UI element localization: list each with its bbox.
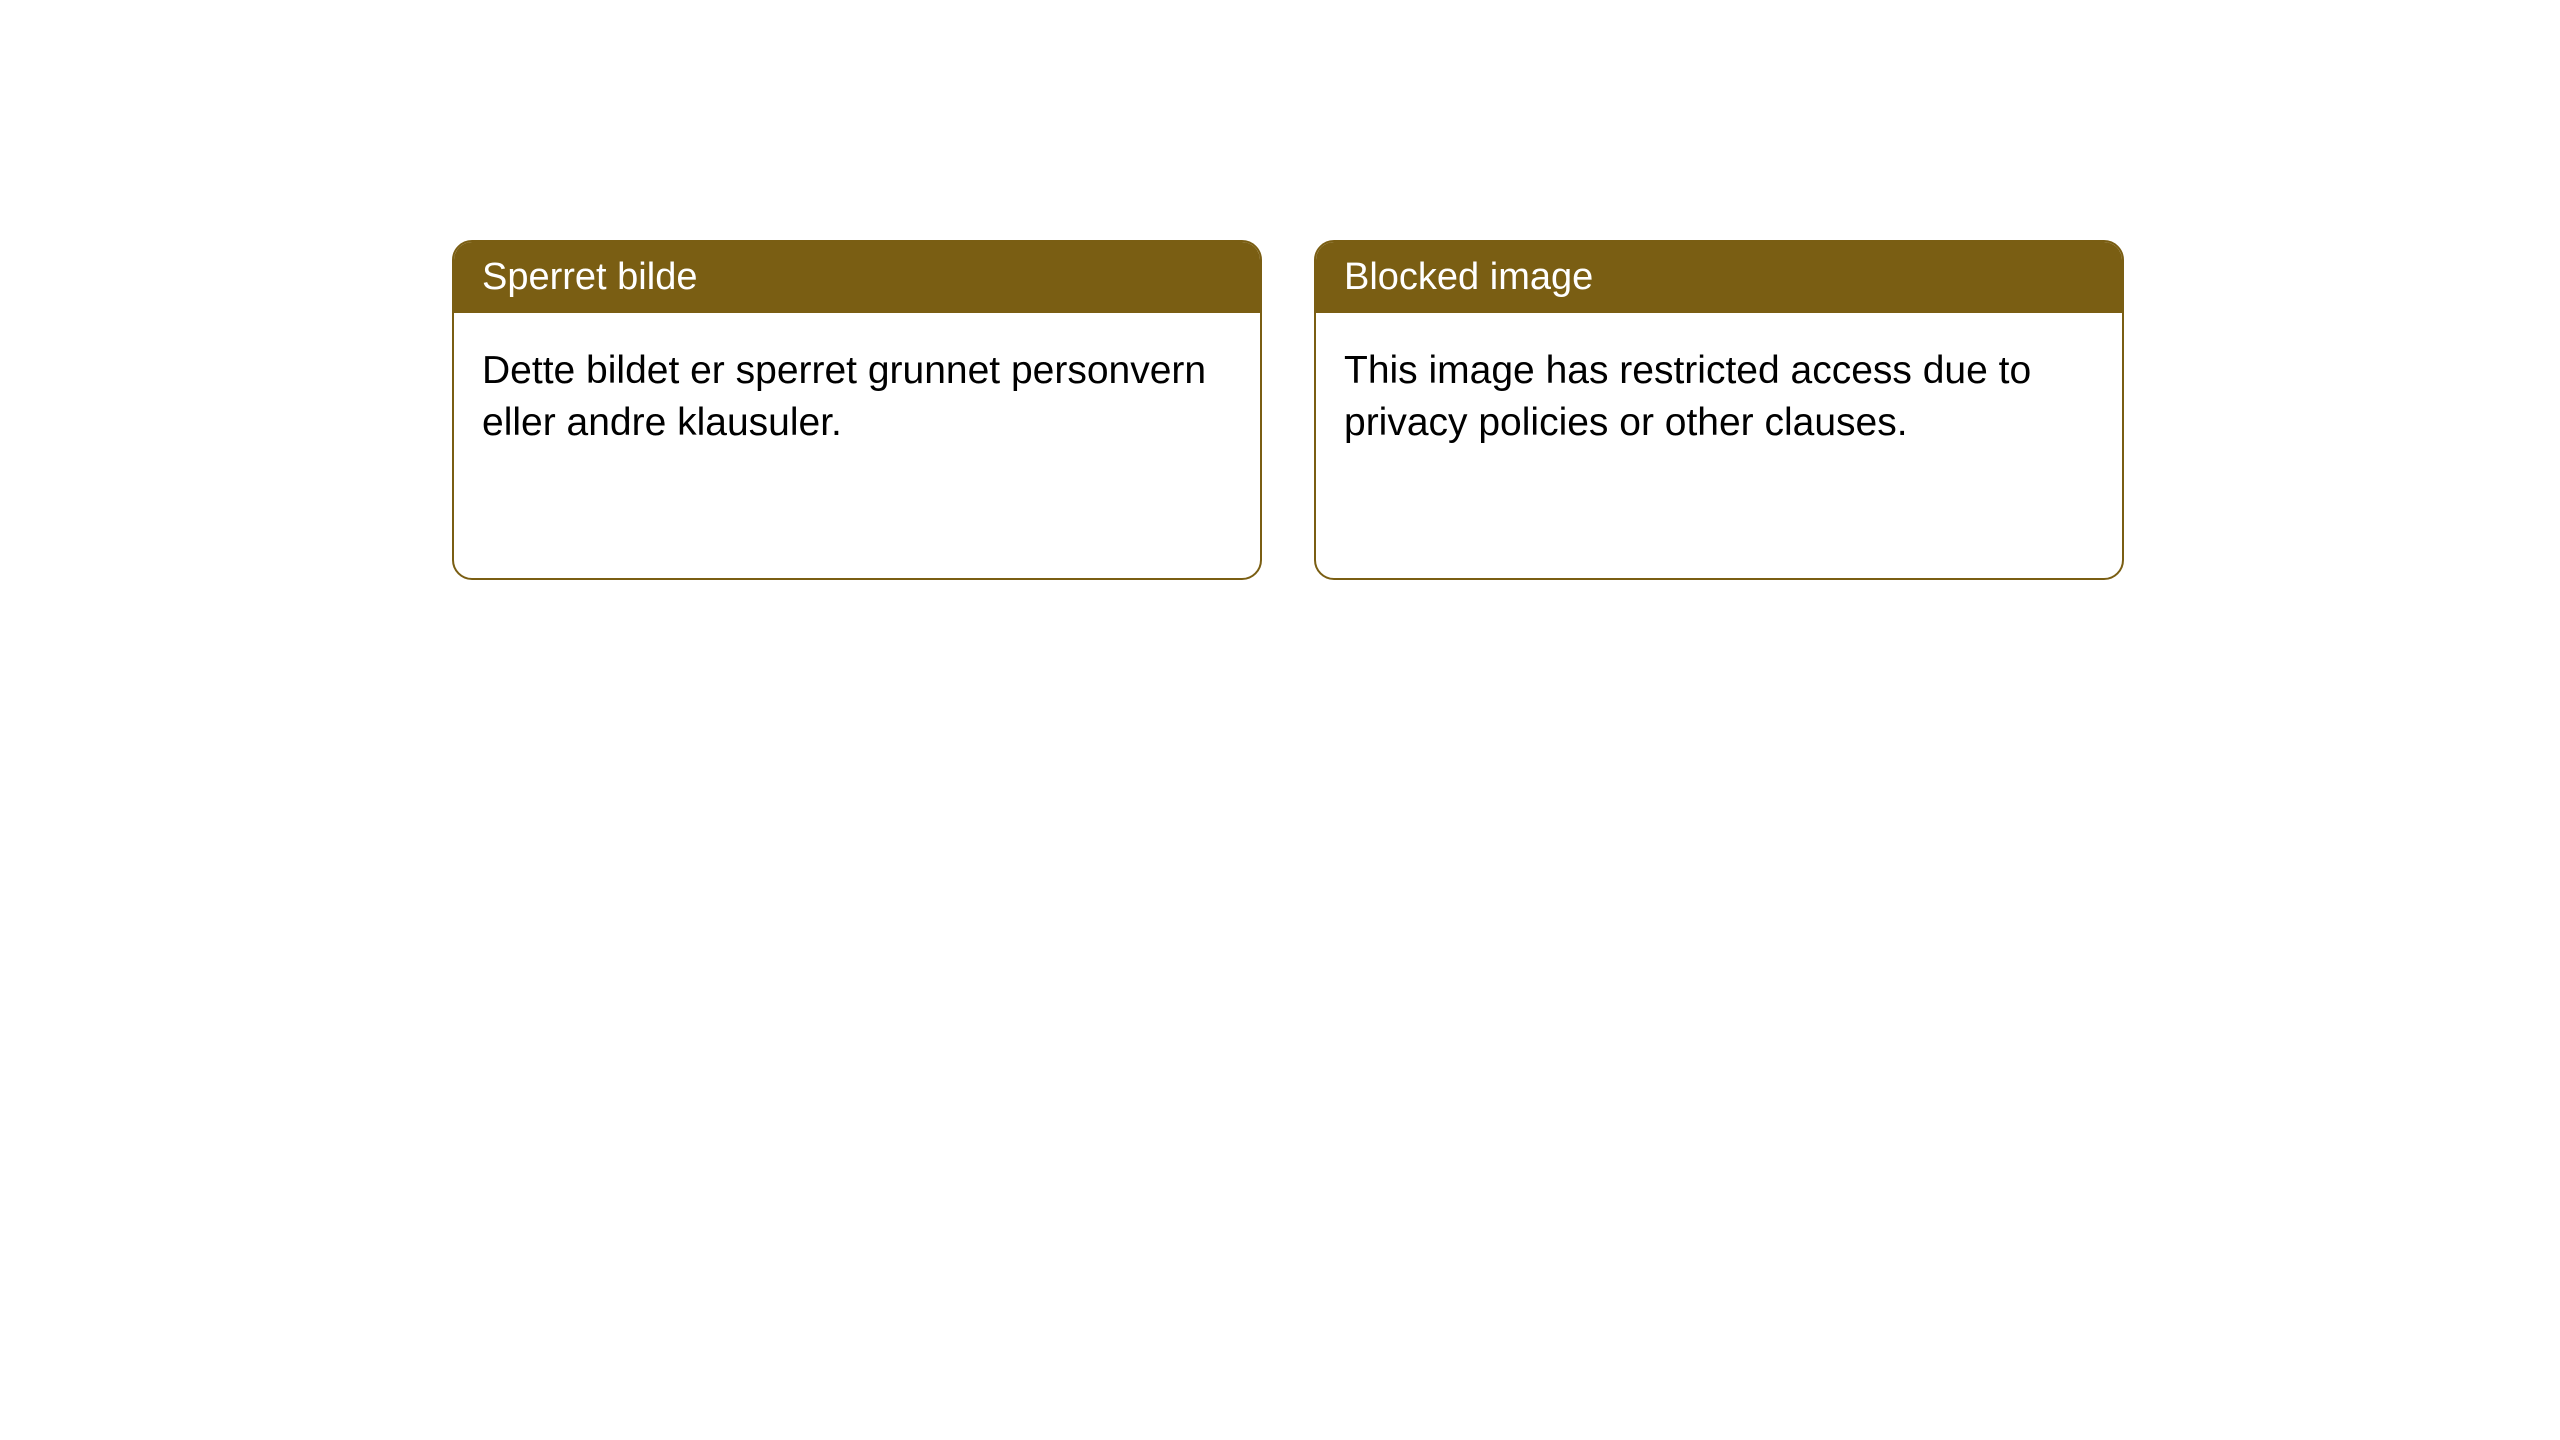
notice-container: Sperret bilde Dette bildet er sperret gr… (452, 240, 2124, 580)
notice-body: Dette bildet er sperret grunnet personve… (454, 313, 1260, 481)
notice-card-english: Blocked image This image has restricted … (1314, 240, 2124, 580)
notice-body: This image has restricted access due to … (1316, 313, 2122, 481)
notice-header: Sperret bilde (454, 242, 1260, 313)
notice-header: Blocked image (1316, 242, 2122, 313)
notice-card-norwegian: Sperret bilde Dette bildet er sperret gr… (452, 240, 1262, 580)
